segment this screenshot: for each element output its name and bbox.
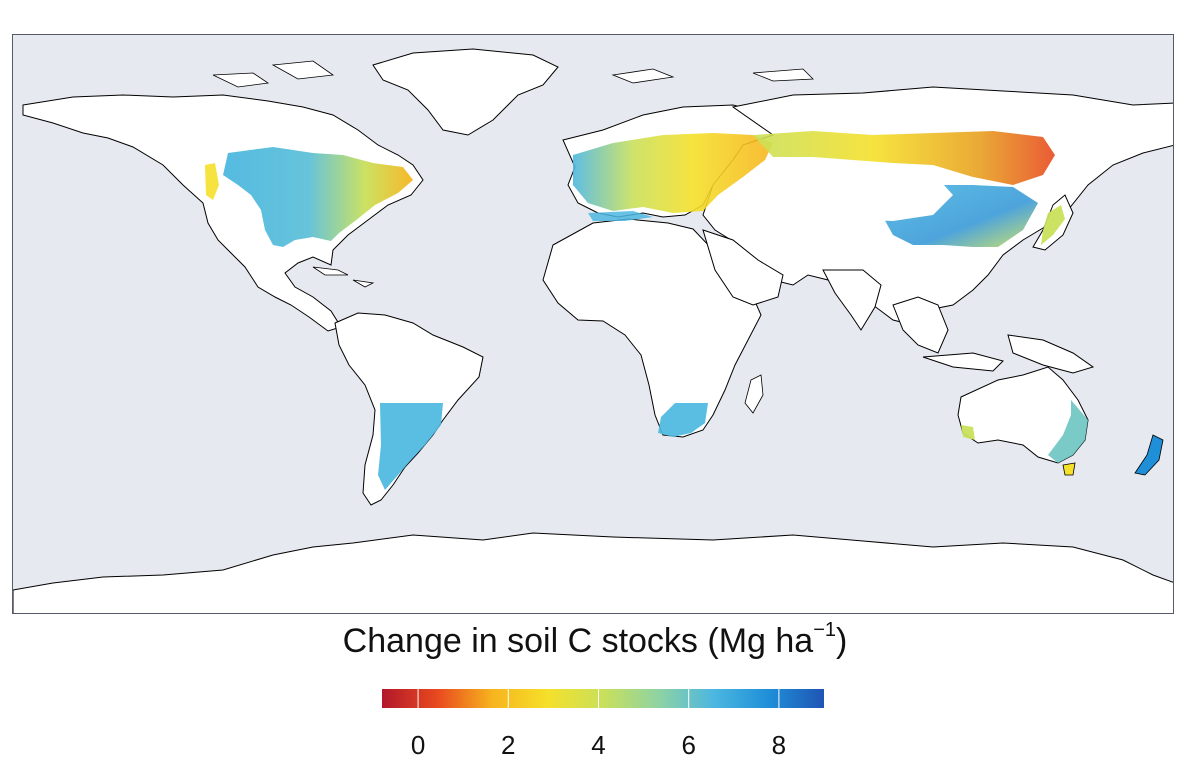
legend-tick-label: 0 xyxy=(410,730,426,760)
data-japan xyxy=(1041,205,1065,245)
data-south-america xyxy=(378,403,443,490)
legend-title-main: Change in soil C stocks (Mg ha xyxy=(342,622,814,660)
legend-tick-label: 6 xyxy=(681,730,696,760)
data-central-asia xyxy=(753,131,1055,185)
data-south-africa xyxy=(658,403,708,437)
land-greenland xyxy=(372,48,559,136)
legend-title: Change in soil C stocks (Mg ha−1) xyxy=(0,618,1190,661)
legend-title-end: ) xyxy=(836,622,848,660)
land-new-zealand xyxy=(1134,434,1164,476)
legend-tick-label: 2 xyxy=(501,730,516,760)
legend-color-bar xyxy=(382,689,824,708)
data-steppe-gap xyxy=(793,163,953,221)
data-na-west xyxy=(205,163,219,200)
legend-tick-label: 8 xyxy=(771,730,787,760)
data-north-africa xyxy=(588,211,653,221)
world-map xyxy=(12,34,1174,614)
land-arctic-islands xyxy=(212,60,814,88)
land-antarctica xyxy=(13,532,1173,613)
land-tasmania xyxy=(1062,462,1076,476)
land-africa xyxy=(542,218,762,438)
map-svg xyxy=(13,48,1173,613)
land-caribbean xyxy=(312,266,375,288)
data-europe xyxy=(573,133,773,213)
land-madagascar xyxy=(744,374,764,414)
data-north-america xyxy=(223,147,413,247)
land-southeast-asia xyxy=(892,296,1095,374)
legend-tick-label: 4 xyxy=(591,730,606,760)
data-australia-east xyxy=(1048,400,1088,463)
data-australia-sw xyxy=(961,425,975,440)
land-india xyxy=(822,269,882,331)
legend-tick-labels: 0 2 4 6 8 xyxy=(382,730,824,760)
legend-title-sup: −1 xyxy=(813,618,837,641)
legend-gradient-rect xyxy=(382,689,824,708)
land-arabia xyxy=(702,229,784,306)
